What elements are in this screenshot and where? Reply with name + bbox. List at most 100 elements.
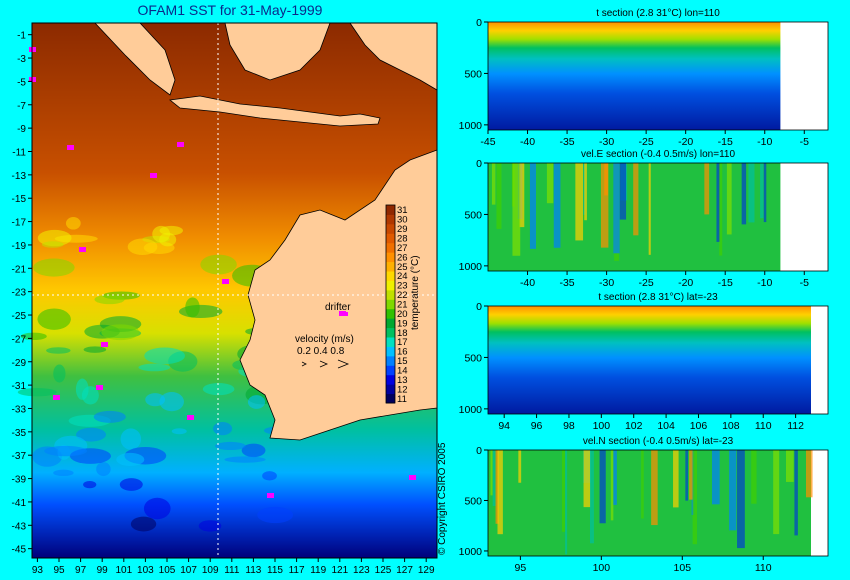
colorbar-tick-label: 19 — [397, 318, 408, 329]
section-x-tick-label: -5 — [800, 277, 809, 289]
section-x-tick-label: -15 — [718, 277, 733, 289]
colorbar-swatch — [386, 337, 395, 347]
map-x-tick-label: 129 — [418, 565, 435, 576]
sst-eddy — [130, 516, 157, 532]
map-y-tick-label: -3 — [17, 54, 26, 65]
section-x-tick-label: -30 — [599, 136, 614, 148]
section-field — [488, 306, 811, 414]
colorbar-swatch — [386, 374, 395, 385]
sst-eddy — [83, 346, 107, 353]
section-x-tick-label: 102 — [625, 420, 643, 432]
sst-eddy — [37, 308, 71, 330]
map-y-tick-label: -1 — [17, 31, 26, 42]
map-y-tick-label: -17 — [12, 218, 27, 229]
section-field — [488, 450, 811, 556]
map-y-tick-label: -45 — [12, 545, 27, 556]
map-x-tick-label: 117 — [289, 565, 305, 576]
colorbar-tick-label: 14 — [397, 366, 408, 377]
drifter-marker — [177, 142, 184, 147]
map-x-tick-label: 123 — [353, 565, 370, 576]
map-y-tick-label: -21 — [12, 264, 27, 275]
section-y-tick-label: 0 — [476, 445, 482, 457]
map-x-tick-label: 119 — [310, 565, 326, 576]
sst-eddy — [144, 347, 185, 365]
sst-eddy — [212, 422, 233, 436]
colorbar-tick-label: 12 — [397, 384, 408, 395]
map-x-tick-label: 97 — [75, 565, 87, 576]
velocity-band — [610, 450, 614, 521]
section-title: t section (2.8 31°C) lat=-23 — [598, 292, 718, 303]
velocity-label: velocity (m/s) — [295, 334, 354, 345]
copyright: © Copyright CSIRO 2005 — [437, 442, 448, 555]
sst-eddy — [185, 297, 200, 318]
sst-eddy — [159, 232, 177, 247]
section-panels: t section (2.8 31°C) lon=110 -45 -40 -35 -30… — [459, 8, 829, 574]
map-y-tick-label: -23 — [12, 288, 27, 299]
section-title: t section (2.8 31°C) lon=110 — [596, 8, 720, 19]
velocity-band — [583, 450, 591, 508]
colorbar-swatch — [386, 318, 395, 329]
sst-eddy — [247, 395, 266, 409]
colorbar-swatch — [386, 242, 395, 253]
section-x-tick-label: -15 — [718, 136, 733, 148]
velocity-band — [689, 450, 693, 500]
velocity-band — [565, 450, 568, 555]
section-y-tick-label: 1000 — [459, 261, 483, 273]
section-x-tick-label: 95 — [515, 562, 527, 574]
velocity-scale: 0.2 0.4 0.8 — [297, 346, 345, 357]
section-x-tick-label: 110 — [755, 562, 772, 574]
sst-eddy — [44, 445, 88, 457]
colorbar-swatch — [386, 233, 395, 244]
section-y-tick-label: 500 — [464, 495, 482, 507]
map-y-tick-label: -33 — [12, 404, 27, 415]
colorbar-tick-label: 11 — [397, 394, 407, 405]
colorbar-swatch — [386, 271, 395, 281]
velocity-band — [553, 163, 561, 248]
map-x-tick-label: 113 — [245, 565, 261, 576]
drifter-marker — [187, 415, 194, 420]
velocity-band — [773, 450, 780, 535]
velocity-band — [737, 450, 745, 549]
map-y-tick-label: -13 — [12, 171, 27, 182]
colorbar-swatch — [386, 299, 395, 310]
sst-eddy — [41, 241, 64, 248]
sst-eddy — [224, 456, 266, 463]
section-panel-4: vel.N section (-0.4 0.5m/s) lat=-23 95 100… — [459, 436, 829, 574]
sst-eddy — [20, 332, 47, 341]
map-y-tick-label: -27 — [12, 334, 27, 345]
sst-map: 93 95 97 99 101 103 105 107 109 111 113 115 117 119 12… — [12, 22, 438, 576]
velocity-band — [648, 163, 651, 255]
section-x-tick-label: -40 — [520, 136, 535, 148]
colorbar-tick-label: 15 — [397, 356, 408, 367]
map-x-tick-label: 105 — [159, 565, 176, 576]
drifter-marker — [67, 145, 74, 150]
velocity-band — [584, 163, 587, 221]
sst-eddy — [96, 462, 111, 477]
sst-eddy — [76, 427, 106, 442]
velocity-band — [719, 163, 723, 256]
section-y-tick-label: 500 — [464, 68, 482, 80]
map-y-tick-label: -31 — [12, 381, 27, 392]
velocity-band — [589, 450, 594, 544]
section-x-tick-label: -45 — [480, 136, 495, 148]
section-x-tick-label: 110 — [755, 420, 772, 432]
section-frame — [487, 449, 829, 557]
section-y-tick-label: 1000 — [459, 546, 483, 558]
colorbar-swatch — [386, 346, 395, 357]
colorbar-swatch — [386, 355, 395, 366]
sst-eddy — [200, 254, 237, 275]
colorbar-tick-label: 13 — [397, 375, 408, 386]
velocity-band — [692, 450, 698, 545]
velocity-band — [716, 163, 720, 242]
section-y-tick-label: 1000 — [459, 120, 483, 132]
map-y-tick-label: -5 — [17, 77, 26, 88]
section-x-tick-label: 94 — [498, 420, 510, 432]
map-y-ticks: -1 -3 -5 -7 -9 -11 -13 -15 -17 -19 -21 -23 -25 -27 -29… — [12, 31, 32, 556]
velocity-band — [641, 450, 644, 519]
sst-eddy — [120, 428, 142, 450]
velocity-band — [497, 450, 503, 535]
sst-eddy — [171, 428, 187, 435]
section-y-tick-label: 500 — [464, 352, 482, 364]
section-field — [488, 22, 781, 130]
